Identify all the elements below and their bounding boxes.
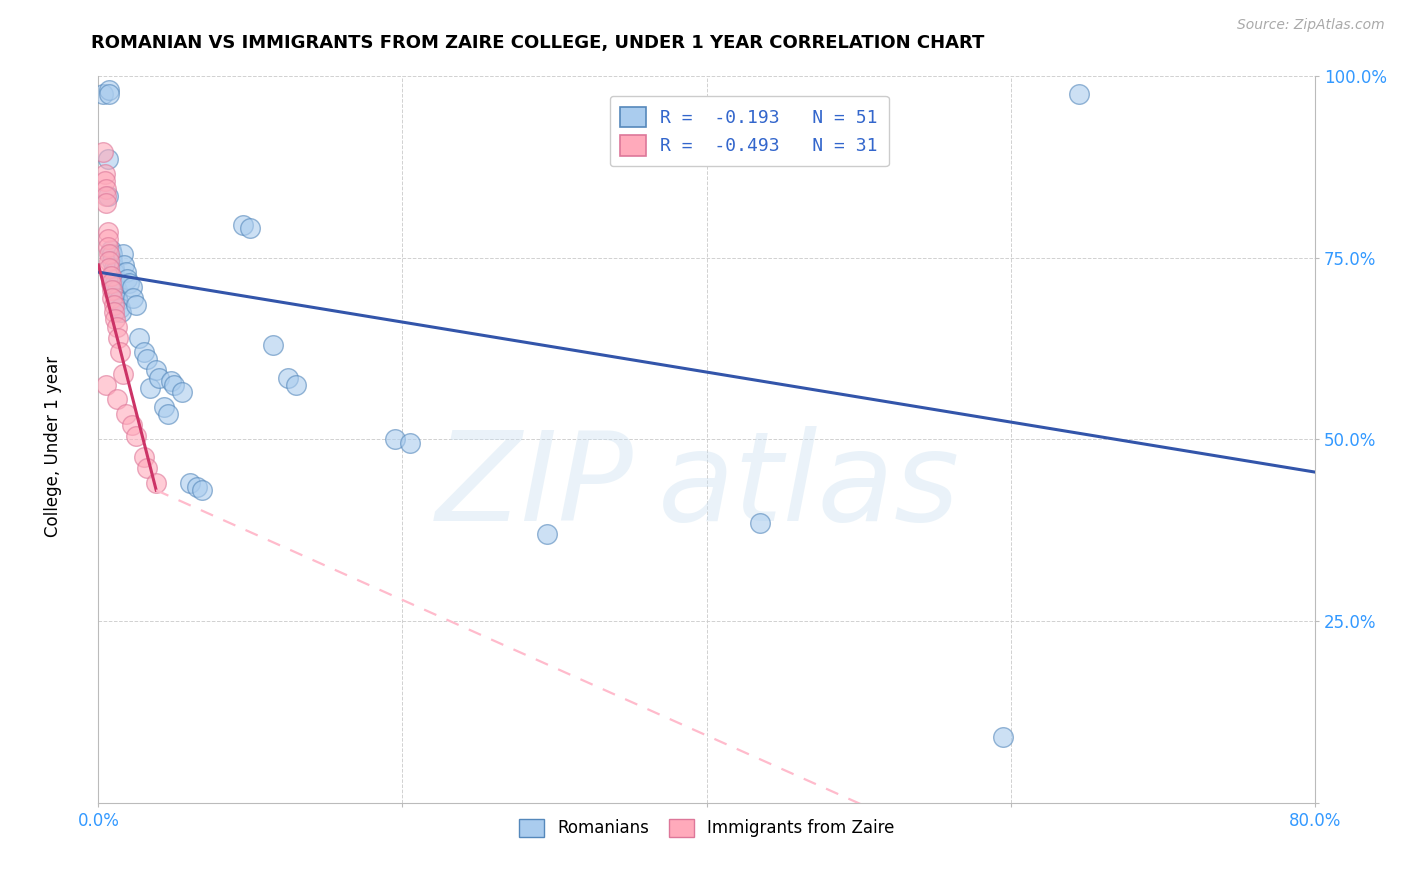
- Point: [94, 188, 117, 202]
- Point: [111, 247, 134, 261]
- Point: [384, 432, 406, 446]
- Point: [107, 294, 129, 309]
- Point: [101, 283, 124, 297]
- Point: [122, 291, 145, 305]
- Point: [105, 291, 128, 305]
- Point: [94, 196, 117, 211]
- Point: [121, 279, 143, 293]
- Point: [96, 188, 118, 202]
- Point: [103, 261, 125, 276]
- Point: [98, 87, 121, 101]
- Point: [163, 377, 186, 392]
- Point: [112, 258, 135, 272]
- Point: [1067, 87, 1090, 101]
- Point: [98, 247, 121, 261]
- Point: [111, 367, 134, 381]
- Point: [748, 516, 770, 530]
- Point: [145, 475, 167, 490]
- Point: [136, 352, 159, 367]
- Point: [536, 526, 558, 541]
- Point: [145, 363, 167, 377]
- Point: [136, 461, 159, 475]
- Point: [103, 305, 125, 319]
- Point: [132, 450, 155, 465]
- Point: [128, 330, 150, 344]
- Point: [114, 407, 136, 421]
- Point: [157, 407, 180, 421]
- Text: atlas: atlas: [658, 426, 960, 547]
- Point: [101, 247, 124, 261]
- Point: [148, 370, 170, 384]
- Point: [103, 272, 125, 286]
- Point: [110, 305, 132, 319]
- Point: [105, 283, 128, 297]
- Point: [98, 261, 121, 276]
- Point: [100, 268, 122, 283]
- Point: [139, 381, 162, 395]
- Text: College, Under 1 year: College, Under 1 year: [45, 355, 62, 537]
- Point: [105, 392, 128, 407]
- Point: [101, 254, 124, 268]
- Point: [170, 385, 193, 400]
- Point: [104, 312, 127, 326]
- Text: ZIP: ZIP: [436, 426, 634, 547]
- Text: Source: ZipAtlas.com: Source: ZipAtlas.com: [1237, 18, 1385, 32]
- Legend: Romanians, Immigrants from Zaire: Romanians, Immigrants from Zaire: [512, 812, 901, 844]
- Point: [96, 232, 118, 246]
- Point: [277, 370, 299, 384]
- Point: [186, 479, 208, 493]
- Point: [101, 291, 124, 305]
- Point: [117, 272, 139, 286]
- Point: [132, 345, 155, 359]
- Point: [121, 417, 143, 432]
- Point: [100, 244, 122, 258]
- Point: [125, 298, 148, 312]
- Point: [108, 345, 131, 359]
- Point: [94, 181, 117, 195]
- Point: [232, 218, 254, 232]
- Point: [152, 400, 174, 414]
- Point: [91, 145, 114, 160]
- Point: [118, 276, 141, 290]
- Point: [96, 225, 118, 239]
- Point: [98, 83, 121, 97]
- Point: [91, 87, 114, 101]
- Point: [94, 377, 117, 392]
- Point: [103, 265, 125, 279]
- Point: [239, 221, 262, 235]
- Point: [160, 374, 183, 388]
- Point: [107, 330, 129, 344]
- Point: [991, 731, 1014, 745]
- Point: [191, 483, 214, 498]
- Point: [98, 254, 121, 268]
- Point: [93, 167, 115, 181]
- Point: [96, 153, 118, 167]
- Point: [125, 428, 148, 442]
- Point: [104, 276, 127, 290]
- Point: [399, 436, 422, 450]
- Point: [105, 319, 128, 334]
- Point: [108, 301, 131, 316]
- Point: [100, 276, 122, 290]
- Point: [114, 265, 136, 279]
- Text: ROMANIAN VS IMMIGRANTS FROM ZAIRE COLLEGE, UNDER 1 YEAR CORRELATION CHART: ROMANIAN VS IMMIGRANTS FROM ZAIRE COLLEG…: [91, 34, 984, 52]
- Point: [103, 298, 125, 312]
- Point: [262, 338, 284, 352]
- Point: [179, 475, 201, 490]
- Point: [104, 279, 127, 293]
- Point: [93, 174, 115, 188]
- Point: [96, 240, 118, 254]
- Point: [285, 377, 308, 392]
